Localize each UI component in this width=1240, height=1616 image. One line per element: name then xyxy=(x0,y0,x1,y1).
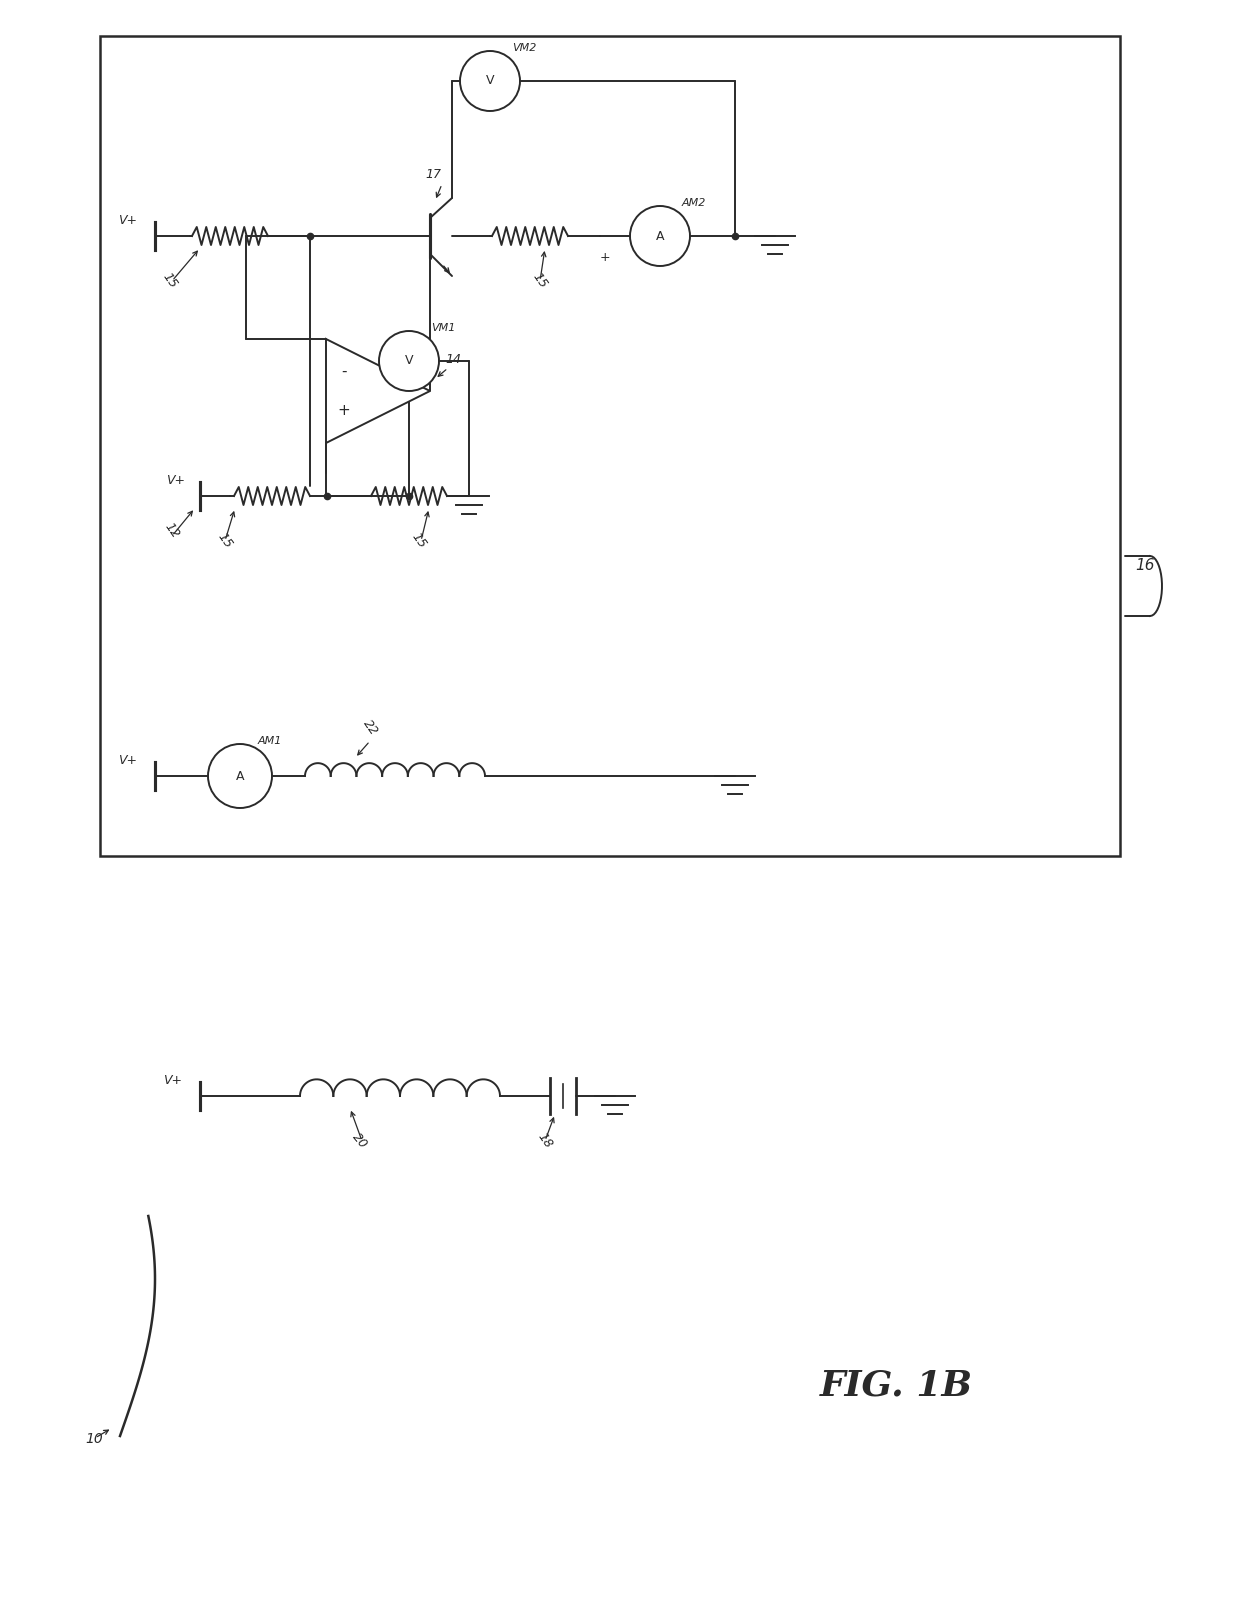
Text: 18: 18 xyxy=(534,1131,554,1151)
Text: 22: 22 xyxy=(360,718,379,739)
Text: FIG. 1B: FIG. 1B xyxy=(820,1369,973,1403)
Text: 16: 16 xyxy=(1135,559,1154,574)
Text: 15: 15 xyxy=(215,530,234,551)
Text: 15: 15 xyxy=(160,270,180,291)
Text: 12: 12 xyxy=(162,520,182,541)
Text: 15: 15 xyxy=(409,530,429,551)
Text: V+: V+ xyxy=(118,213,136,226)
Text: VM1: VM1 xyxy=(432,323,455,333)
Text: VM2: VM2 xyxy=(512,44,537,53)
Text: A: A xyxy=(656,229,665,242)
Text: +: + xyxy=(600,250,610,263)
Text: 15: 15 xyxy=(529,270,549,291)
Text: 14: 14 xyxy=(445,352,461,365)
Text: V+: V+ xyxy=(118,755,136,768)
Text: -: - xyxy=(341,364,347,380)
Text: AM2: AM2 xyxy=(682,199,707,208)
Text: V+: V+ xyxy=(162,1075,182,1088)
Text: V+: V+ xyxy=(166,473,185,486)
Text: V: V xyxy=(486,74,495,87)
Text: 17: 17 xyxy=(425,168,441,181)
Text: A: A xyxy=(236,769,244,782)
Circle shape xyxy=(208,743,272,808)
Text: 20: 20 xyxy=(350,1130,371,1151)
Circle shape xyxy=(379,331,439,391)
Circle shape xyxy=(460,52,520,112)
Text: +: + xyxy=(337,402,351,419)
Text: AM1: AM1 xyxy=(258,735,283,747)
Text: 10: 10 xyxy=(86,1432,103,1446)
Polygon shape xyxy=(326,339,430,443)
Circle shape xyxy=(630,205,689,267)
Text: V: V xyxy=(404,354,413,367)
